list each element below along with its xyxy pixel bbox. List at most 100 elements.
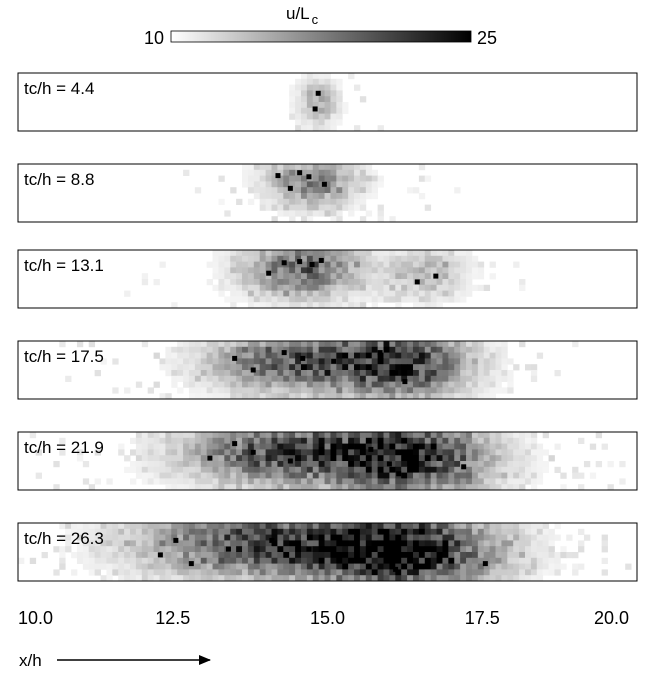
heatmap-cell [188, 478, 196, 485]
heatmap-cell [265, 575, 272, 582]
heatmap-cell [536, 569, 544, 576]
heatmap-cell [295, 102, 302, 109]
heatmap-cell [395, 267, 402, 274]
heatmap-cell [224, 557, 231, 564]
heatmap-cell [295, 478, 302, 485]
heatmap-cell [253, 296, 261, 303]
heatmap-cell [130, 437, 137, 444]
heatmap-cell [554, 534, 561, 541]
heatmap-cell [300, 210, 308, 217]
heatmap-cell [247, 546, 255, 553]
heatmap-cell [501, 375, 508, 382]
heatmap-cell [507, 478, 514, 485]
heatmap-cell [336, 461, 343, 468]
heatmap-cell [401, 346, 408, 353]
heatmap-cell [354, 484, 361, 491]
heatmap-cell [283, 461, 290, 468]
heatmap-cell [312, 393, 320, 400]
heatmap-cell [183, 443, 190, 450]
heatmap-cell [466, 352, 473, 359]
heatmap-cell [389, 290, 396, 297]
heatmap-cell [336, 432, 343, 439]
heatmap-cell [159, 563, 166, 570]
heatmap-cell [460, 381, 467, 388]
heatmap-cell [354, 523, 361, 530]
heatmap-cell [318, 90, 325, 97]
heatmap-cell [395, 364, 402, 371]
heatmap-cell [295, 90, 302, 97]
heatmap-cell [336, 175, 343, 182]
heatmap-cell [230, 432, 237, 439]
heatmap-cell [218, 540, 225, 547]
heatmap-cell [359, 437, 367, 444]
heatmap-cell [436, 364, 443, 371]
heatmap-cell [471, 534, 479, 541]
heatmap-cell [295, 210, 302, 217]
heatmap-cell [271, 443, 278, 450]
heatmap-cell [218, 358, 225, 365]
heatmap-cell [318, 484, 325, 491]
heatmap-cell [118, 528, 125, 535]
heatmap-cell [159, 432, 166, 439]
heatmap-cell [354, 193, 361, 200]
heatmap-cell [330, 296, 337, 303]
heatmap-cell [271, 552, 278, 559]
hot-spot [461, 464, 467, 470]
heatmap-cell [448, 290, 455, 297]
heatmap-cell [430, 279, 437, 286]
heatmap-cell [206, 364, 213, 371]
heatmap-cell [336, 302, 343, 309]
heatmap-cell [324, 358, 331, 365]
heatmap-cell [424, 455, 432, 462]
heatmap-cell [289, 449, 296, 456]
heatmap-cell [324, 552, 331, 559]
heatmap-cell [265, 193, 272, 200]
heatmap-cell [194, 449, 202, 456]
heatmap-cell [460, 557, 467, 564]
heatmap-cell [212, 455, 219, 462]
heatmap-cell [236, 250, 243, 257]
heatmap-cell [118, 575, 125, 582]
heatmap-cell [412, 461, 420, 468]
heatmap-cell [200, 575, 208, 582]
heatmap-cell [188, 472, 196, 479]
heatmap-cell [377, 523, 384, 530]
heatmap-cell [466, 290, 473, 297]
heatmap-cell [548, 540, 555, 547]
heatmap-cell [194, 381, 202, 388]
heatmap-cell [442, 461, 449, 468]
heatmap-cell [171, 443, 178, 450]
heatmap-cell [253, 432, 261, 439]
heatmap-cell [389, 432, 396, 439]
heatmap-cell [442, 393, 449, 400]
heatmap-cell [295, 84, 302, 91]
heatmap-cell [407, 437, 414, 444]
heatmap-cell [418, 364, 426, 371]
heatmap-cell [141, 540, 149, 547]
heatmap-cell [300, 364, 308, 371]
heatmap-cell [324, 102, 331, 109]
heatmap-cell [147, 523, 154, 530]
heatmap-cell [383, 557, 390, 564]
heatmap-cell [483, 528, 491, 535]
heatmap-cell [106, 523, 113, 530]
heatmap-cell [371, 273, 379, 280]
heatmap-cell [271, 341, 278, 348]
heatmap-cell [306, 84, 314, 91]
heatmap-cell [242, 250, 249, 257]
heatmap-cell [348, 370, 355, 377]
heatmap-cell [430, 563, 437, 570]
heatmap-cell [330, 290, 337, 297]
heatmap-cell [265, 387, 272, 394]
heatmap-cell [277, 455, 284, 462]
heatmap-cell [348, 461, 355, 468]
heatmap-cell [354, 284, 361, 291]
heatmap-cell [365, 575, 373, 582]
heatmap-cell [460, 352, 467, 359]
heatmap-cell [507, 443, 514, 450]
heatmap-cell [354, 250, 361, 257]
heatmap-cell [513, 437, 520, 444]
heatmap-cell [265, 523, 272, 530]
heatmap-cell [135, 575, 143, 582]
heatmap-cell [430, 552, 437, 559]
